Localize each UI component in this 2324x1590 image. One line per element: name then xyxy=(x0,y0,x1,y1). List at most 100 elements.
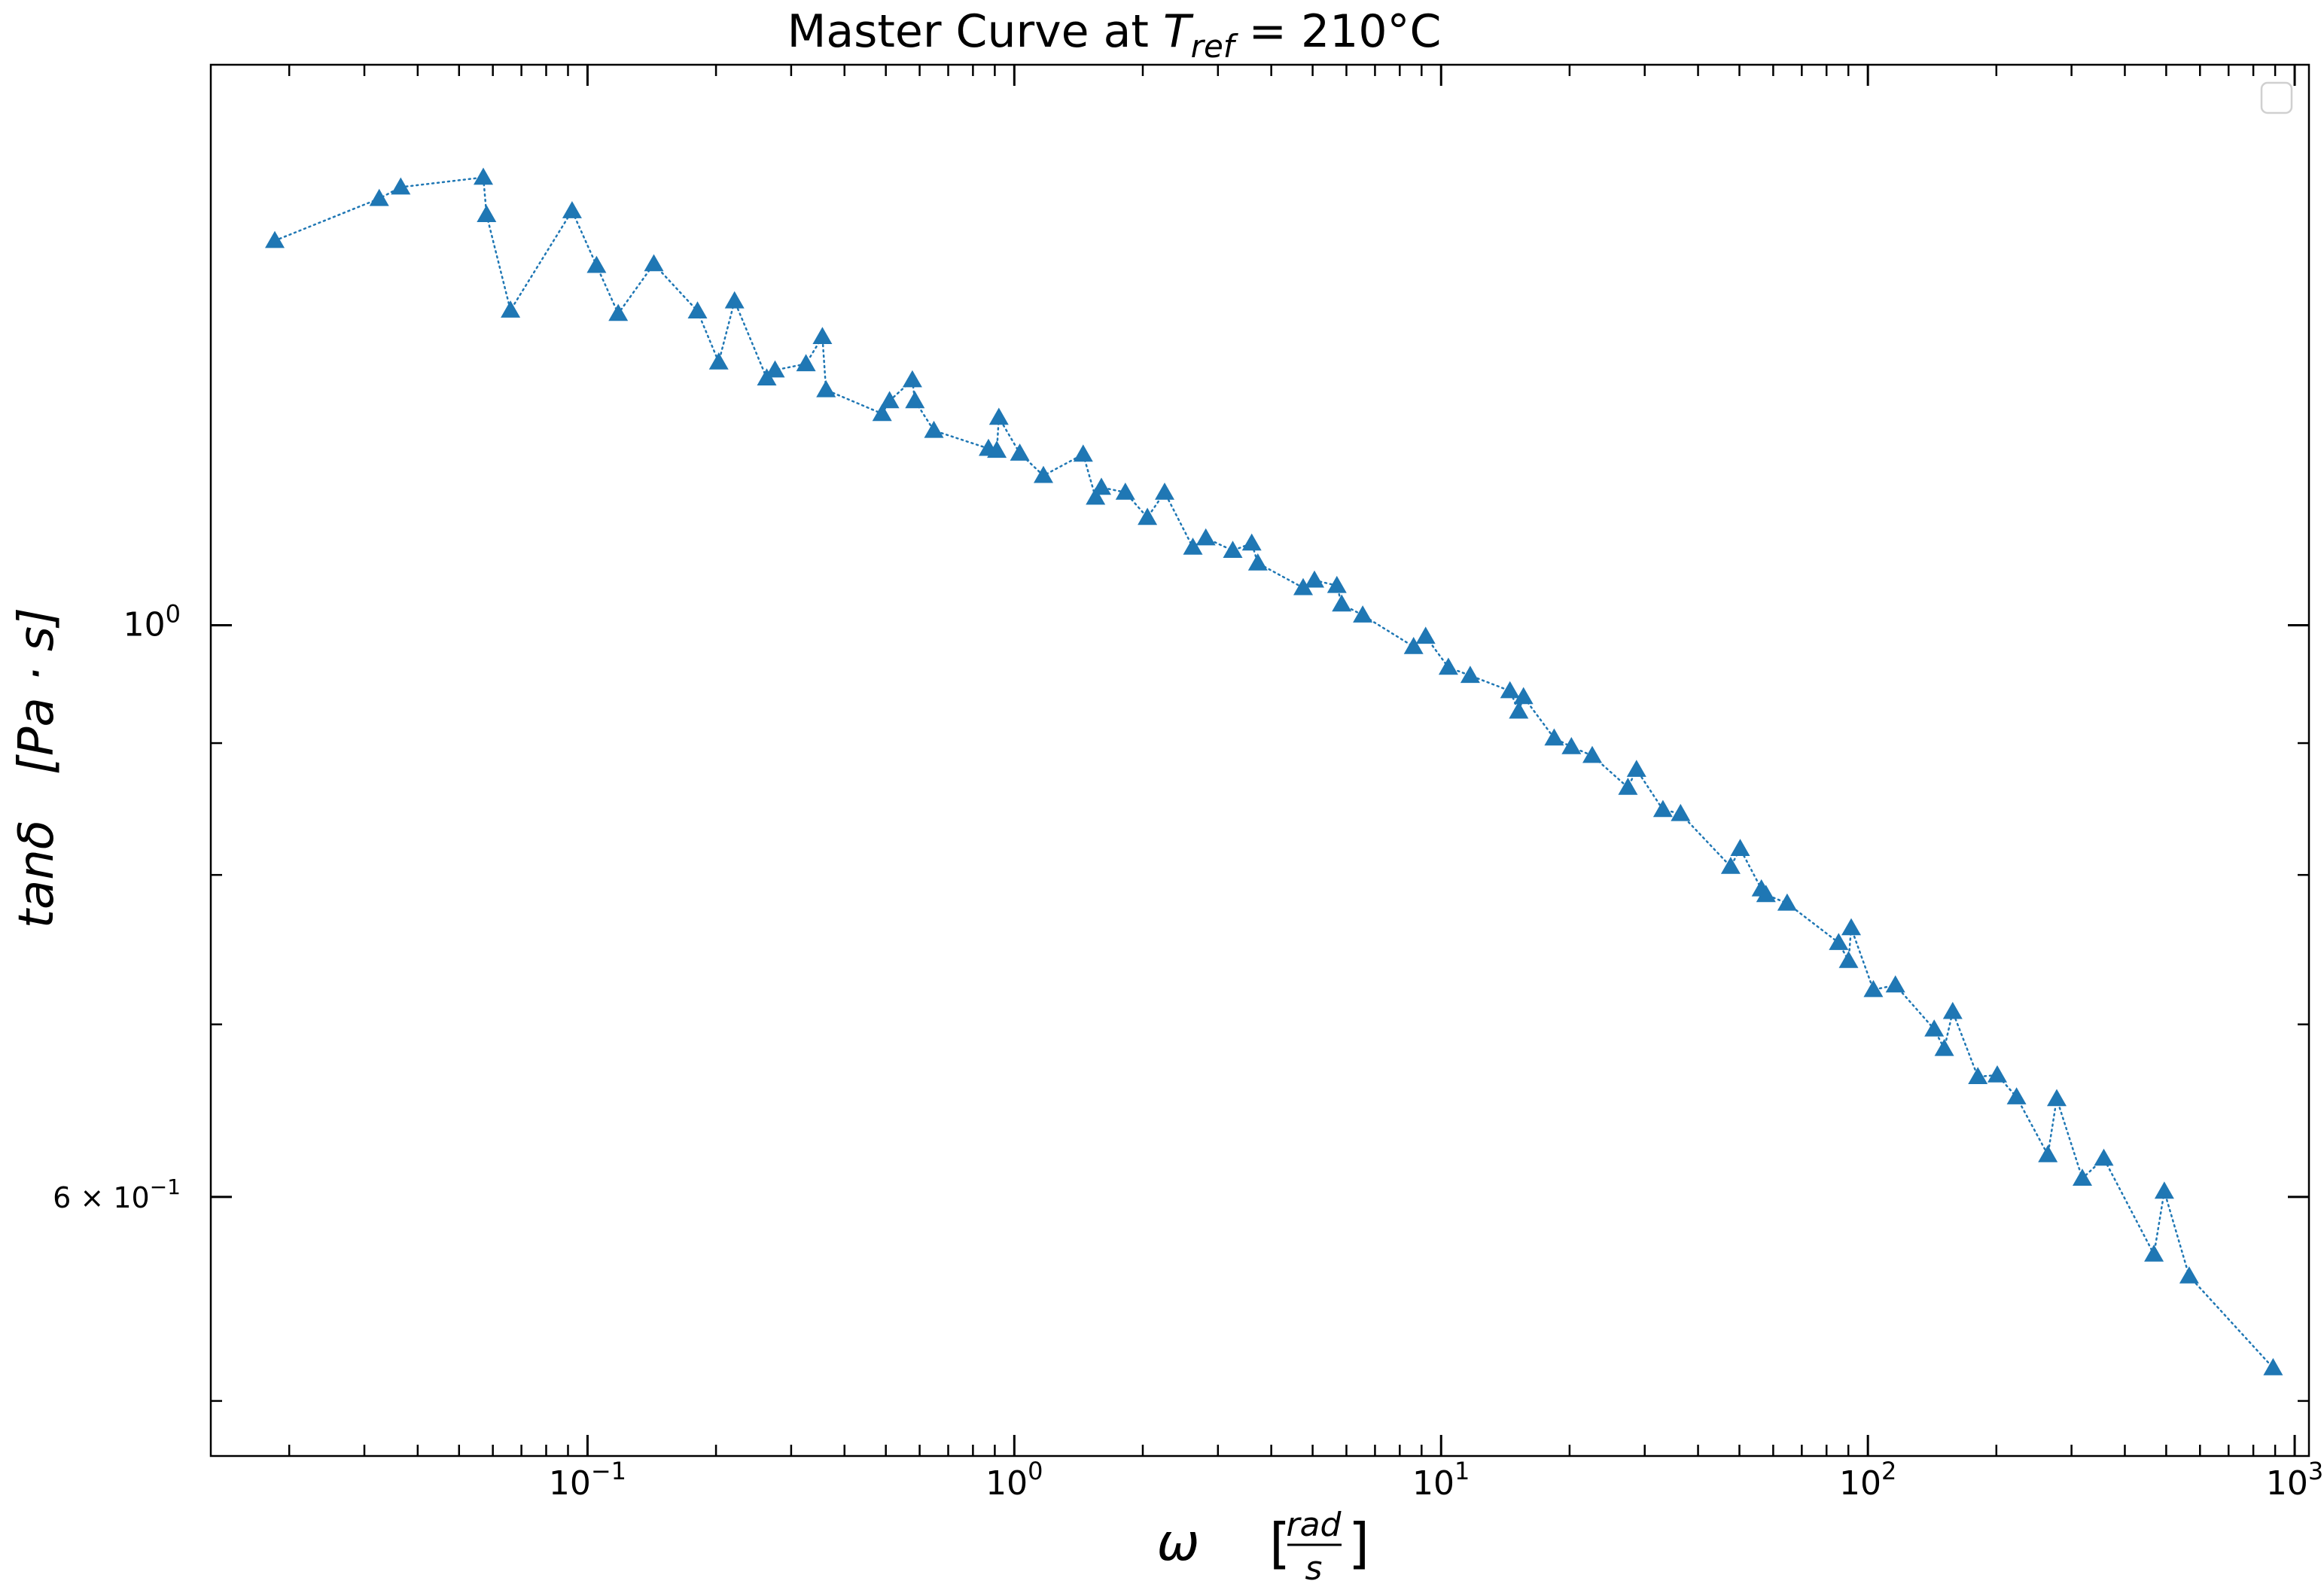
data-point xyxy=(644,254,664,272)
chart-title-prefix: Master Curve at xyxy=(787,5,1163,58)
data-point xyxy=(501,300,521,318)
data-point xyxy=(2038,1144,2058,1162)
data-point xyxy=(265,230,285,248)
data-point xyxy=(369,188,389,206)
x-tick-label: 100 xyxy=(985,1457,1043,1503)
data-point xyxy=(1942,1001,1963,1019)
data-point xyxy=(1293,577,1313,595)
y-tick-label: 100 xyxy=(123,599,181,644)
data-point xyxy=(1010,443,1030,461)
data-point xyxy=(987,440,1007,458)
data-point xyxy=(1544,728,1564,746)
data-point xyxy=(1438,657,1458,675)
data-point xyxy=(1034,465,1053,483)
data-point xyxy=(902,370,922,388)
data-point xyxy=(562,201,582,218)
chart-title: Master Curve at Tref = 210°C xyxy=(787,5,1442,65)
data-point xyxy=(1086,487,1106,505)
data-point xyxy=(1073,444,1093,462)
data-point xyxy=(1777,893,1797,911)
data-point xyxy=(724,291,745,309)
data-point xyxy=(1841,918,1861,936)
data-point xyxy=(765,360,785,378)
data-point xyxy=(2094,1148,2114,1166)
x-axis-label-symbol: ω xyxy=(1157,1513,1200,1573)
data-point xyxy=(586,255,607,273)
data-point xyxy=(1241,533,1262,551)
data-point xyxy=(1863,979,1884,998)
data-point xyxy=(2047,1089,2067,1107)
data-point xyxy=(1582,745,1602,763)
data-point xyxy=(2144,1244,2164,1262)
y-tick-label: 6 × 10−1 xyxy=(53,1174,181,1214)
plot-frame xyxy=(209,63,2310,1458)
x-tick-label-base: 10 xyxy=(1412,1464,1454,1503)
data-point xyxy=(1326,575,1347,593)
y-axis-label-text: tanδ [Pa · s] xyxy=(9,608,65,928)
data-point xyxy=(1513,687,1534,705)
y-axis-label: tanδ [Pa · s] xyxy=(9,608,65,928)
data-point xyxy=(2154,1181,2174,1199)
x-tick-label-exponent: −1 xyxy=(591,1457,626,1485)
chart-title-suffix: = 210°C xyxy=(1235,5,1442,58)
y-tick-label-base: 10 xyxy=(123,605,166,644)
x-axis-label-unit-num: rad xyxy=(1287,1506,1342,1544)
data-point xyxy=(1561,737,1582,754)
y-tick-label-exponent: 0 xyxy=(166,599,181,628)
data-point xyxy=(474,167,493,185)
data-point xyxy=(796,354,816,372)
x-axis-label-bracket-open: [ xyxy=(1269,1512,1290,1575)
data-point xyxy=(872,404,892,422)
data-point xyxy=(1460,666,1480,684)
data-point xyxy=(1509,701,1529,719)
data-point xyxy=(816,379,836,398)
data-point xyxy=(812,327,833,344)
chart-title-subscript: ref xyxy=(1191,28,1239,65)
data-point xyxy=(2179,1266,2199,1284)
data-point xyxy=(1403,637,1424,654)
x-tick-label: 103 xyxy=(2266,1457,2323,1503)
x-axis-label: ω [ rad s ] xyxy=(1157,1506,1370,1588)
data-point xyxy=(1671,803,1691,821)
data-point xyxy=(1626,760,1646,777)
x-tick-label: 102 xyxy=(1839,1457,1896,1503)
x-tick-label-exponent: 3 xyxy=(2308,1457,2323,1485)
x-tick-label-exponent: 2 xyxy=(1881,1457,1896,1485)
y-tick-label-exponent: −1 xyxy=(150,1174,181,1199)
data-point xyxy=(1138,507,1158,525)
x-axis-label-unit-den: s xyxy=(1305,1549,1323,1588)
series-line xyxy=(273,176,2274,1369)
data-point xyxy=(905,391,925,409)
data-point xyxy=(391,177,411,195)
x-tick-label-base: 10 xyxy=(985,1464,1028,1503)
data-point xyxy=(1500,681,1520,699)
data-point xyxy=(1829,933,1849,950)
y-axis-label-unit: [Pa · s] xyxy=(9,608,65,775)
data-point xyxy=(1618,778,1638,795)
data-point xyxy=(608,303,629,321)
y-axis-label-symbol: tanδ xyxy=(9,820,65,928)
data-point xyxy=(1115,483,1135,500)
data-point xyxy=(1196,528,1216,546)
x-axis-label-bracket-close: ] xyxy=(1348,1512,1369,1575)
data-point xyxy=(477,205,497,222)
y-tick-label-base: 10 xyxy=(113,1181,149,1214)
data-point xyxy=(1756,885,1776,903)
legend-box xyxy=(2260,81,2293,114)
data-point xyxy=(988,407,1009,425)
chart-title-symbol: T xyxy=(1163,5,1194,58)
data-point xyxy=(1885,975,1905,993)
data-point xyxy=(1924,1019,1945,1037)
data-point xyxy=(1223,541,1243,558)
data-point xyxy=(1183,538,1203,555)
data-point xyxy=(2006,1087,2027,1104)
y-tick-label-mantissa: 6 × xyxy=(53,1181,113,1214)
data-point xyxy=(1092,477,1111,495)
x-tick-label-base: 10 xyxy=(2266,1464,2308,1503)
data-point xyxy=(879,391,900,409)
data-point xyxy=(687,301,708,318)
data-point xyxy=(1353,605,1373,623)
data-point xyxy=(1934,1038,1954,1056)
